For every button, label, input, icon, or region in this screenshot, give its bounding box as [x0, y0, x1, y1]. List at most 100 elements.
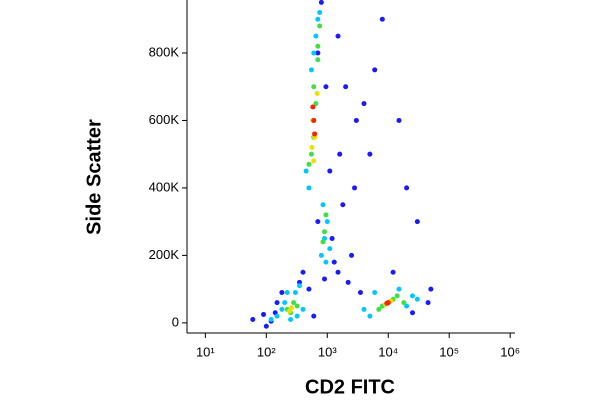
point — [279, 290, 285, 296]
point — [331, 259, 337, 265]
point — [315, 219, 321, 225]
point — [384, 300, 390, 306]
point — [323, 259, 329, 265]
point — [314, 90, 320, 96]
point — [250, 317, 256, 323]
point — [335, 269, 341, 275]
point — [288, 317, 294, 323]
point — [313, 33, 319, 39]
point — [396, 286, 402, 292]
point — [308, 67, 314, 73]
x-tick-label: 10³ — [318, 344, 337, 359]
point — [317, 9, 323, 15]
point — [274, 313, 280, 319]
point — [414, 296, 420, 302]
point — [410, 293, 416, 299]
point — [279, 306, 285, 312]
point — [306, 185, 312, 191]
point — [320, 202, 326, 208]
point — [315, 57, 321, 63]
point — [329, 236, 335, 242]
x-axis-title: CD2 FITC — [305, 376, 395, 398]
point — [320, 239, 326, 245]
point — [300, 269, 306, 275]
point — [335, 33, 341, 39]
point — [300, 306, 306, 312]
point — [327, 246, 333, 252]
point — [318, 252, 324, 258]
point — [367, 151, 373, 157]
point — [321, 229, 327, 235]
point — [379, 16, 385, 22]
point — [372, 67, 378, 73]
y-tick-label: 800K — [149, 44, 180, 59]
y-tick-label: 200K — [149, 247, 180, 262]
point — [315, 43, 321, 49]
point — [321, 276, 327, 282]
point — [309, 144, 315, 150]
point — [294, 303, 300, 309]
point — [327, 168, 333, 174]
point — [323, 84, 329, 90]
point — [376, 306, 382, 312]
point — [428, 286, 434, 292]
point — [284, 290, 290, 296]
x-tick-label: 10⁶ — [500, 344, 520, 359]
point — [394, 293, 400, 299]
point — [404, 185, 410, 191]
point — [315, 16, 321, 22]
y-tick-label: 0 — [172, 314, 179, 329]
point — [296, 283, 302, 289]
point — [291, 300, 297, 306]
point — [282, 300, 288, 306]
y-tick-label: 600K — [149, 112, 180, 127]
point — [367, 313, 373, 319]
point — [324, 219, 330, 225]
point — [337, 151, 343, 157]
point — [345, 279, 351, 285]
point — [306, 161, 312, 167]
x-tick-label: 10¹ — [196, 344, 215, 359]
point — [263, 323, 269, 329]
point — [401, 300, 407, 306]
point — [372, 290, 378, 296]
point — [425, 300, 431, 306]
point — [353, 117, 359, 123]
point — [361, 101, 367, 107]
point — [410, 310, 416, 316]
point — [310, 104, 316, 110]
point — [404, 303, 410, 309]
y-tick-label: 400K — [149, 179, 180, 194]
point — [414, 219, 420, 225]
point — [268, 317, 274, 323]
point — [357, 290, 363, 296]
point — [317, 23, 323, 29]
point — [311, 84, 317, 90]
point — [318, 0, 324, 5]
point — [308, 151, 314, 157]
point — [315, 50, 321, 56]
x-tick-label: 10² — [257, 344, 276, 359]
point — [312, 131, 318, 137]
point — [292, 290, 298, 296]
point — [390, 269, 396, 275]
y-axis-title: Side Scatter — [83, 119, 105, 235]
x-tick-label: 10⁴ — [378, 344, 398, 359]
point — [343, 84, 349, 90]
point — [311, 158, 317, 164]
point — [306, 286, 312, 292]
point — [323, 212, 329, 218]
point — [311, 313, 317, 319]
point — [261, 311, 267, 317]
point — [303, 168, 309, 174]
point — [349, 252, 355, 258]
point — [361, 306, 367, 312]
point — [352, 185, 358, 191]
point — [396, 117, 402, 123]
point — [311, 117, 317, 123]
point — [294, 313, 300, 319]
x-tick-label: 10⁵ — [439, 344, 459, 359]
point — [311, 50, 317, 56]
